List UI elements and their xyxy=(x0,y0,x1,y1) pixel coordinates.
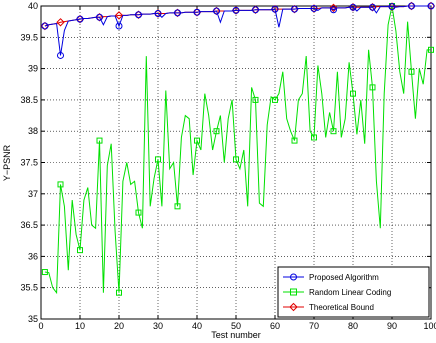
data-point-square xyxy=(174,203,181,210)
series-random-linear-coding xyxy=(41,3,434,296)
data-point-square xyxy=(311,134,317,141)
data-point-diamond xyxy=(329,3,338,13)
data-point-square xyxy=(213,128,220,135)
y-tick-label: 36.5 xyxy=(20,220,38,230)
y-tick-label: 37.5 xyxy=(20,158,38,168)
data-point-circle xyxy=(232,6,240,14)
x-axis-label: Test number xyxy=(211,330,261,340)
data-point-square xyxy=(369,84,376,91)
x-tick-label: 10 xyxy=(75,321,85,331)
x-tick-label: 60 xyxy=(270,321,280,331)
data-point-circle xyxy=(252,6,259,14)
x-tick-label: 80 xyxy=(348,321,358,331)
y-tick-label: 37 xyxy=(28,189,38,199)
y-tick-label: 40 xyxy=(28,1,38,11)
x-tick-label: 20 xyxy=(114,321,124,331)
y-tick-label: 39.5 xyxy=(20,32,38,42)
y-tick-label: 39 xyxy=(28,64,38,74)
x-tick-label: 40 xyxy=(192,321,202,331)
data-point-square xyxy=(116,289,122,296)
data-point-circle xyxy=(310,5,318,13)
data-point-square xyxy=(233,156,239,163)
data-point-square xyxy=(155,156,161,163)
legend-label-theoretical: Theoretical Bound xyxy=(309,303,374,312)
data-point-circle xyxy=(57,51,64,59)
data-point-square xyxy=(77,247,83,254)
y-tick-label: 35.5 xyxy=(20,283,38,293)
data-point-circle xyxy=(369,3,376,11)
data-point-square xyxy=(408,68,415,75)
legend-marker-diamond xyxy=(289,302,298,312)
data-point-circle xyxy=(349,3,357,11)
data-point-square xyxy=(350,90,356,97)
data-point-square xyxy=(428,46,434,53)
y-tick-label: 35 xyxy=(28,314,38,324)
y-axis-label: Y−PSNR xyxy=(2,144,12,181)
data-point-circle xyxy=(271,5,279,13)
data-point-circle xyxy=(408,2,415,10)
x-tick-label: 0 xyxy=(38,321,43,331)
x-tick-label: 30 xyxy=(153,321,163,331)
legend-marker-square xyxy=(290,288,297,296)
legend-marker-circle xyxy=(290,273,297,281)
data-point-circle xyxy=(154,10,162,18)
series-lines xyxy=(40,1,436,296)
x-tick-label: 100 xyxy=(423,321,436,331)
data-point-circle xyxy=(96,13,103,21)
data-point-square xyxy=(194,137,200,144)
x-tick-label: 50 xyxy=(231,321,241,331)
x-tick-label: 70 xyxy=(309,321,319,331)
series-line-proposed-algorithm xyxy=(44,5,431,56)
legend-label-random: Random Linear Coding xyxy=(309,288,391,297)
series-line-random-linear-coding xyxy=(44,5,431,295)
data-point-square xyxy=(272,96,278,103)
data-point-circle xyxy=(174,9,181,17)
data-point-diamond xyxy=(56,18,65,27)
data-point-square xyxy=(135,209,142,216)
data-point-square xyxy=(330,128,337,135)
legend: Proposed Algorithm Random Linear Coding … xyxy=(277,266,430,318)
data-point-square xyxy=(41,269,48,276)
series-proposed-algorithm xyxy=(41,2,435,59)
data-point-circle xyxy=(76,15,84,23)
legend-entry-proposed: Proposed Algorithm xyxy=(283,273,379,282)
data-point-circle xyxy=(427,2,435,10)
data-point-circle xyxy=(388,3,396,11)
axis-ticks: 0 10 20 30 40 50 60 70 80 90 100 35 35.5 36 36.5 37 37.5… xyxy=(20,1,436,331)
data-point-square xyxy=(57,181,64,188)
y-tick-label: 36 xyxy=(28,251,38,261)
data-point-circle xyxy=(135,11,142,19)
y-tick-label: 38.5 xyxy=(20,95,38,105)
data-point-square xyxy=(252,96,259,103)
data-point-circle xyxy=(193,8,201,16)
data-point-square xyxy=(96,137,103,144)
data-point-circle xyxy=(115,22,123,30)
data-point-circle xyxy=(291,5,298,13)
legend-label-proposed: Proposed Algorithm xyxy=(309,273,379,282)
y-tick-label: 38 xyxy=(28,126,38,136)
data-point-square xyxy=(291,137,298,144)
data-point-circle xyxy=(330,6,337,14)
data-point-circle xyxy=(41,22,49,30)
data-point-circle xyxy=(213,7,220,15)
legend-entry-random: Random Linear Coding xyxy=(283,288,391,297)
data-point-diamond xyxy=(114,11,124,20)
legend-entry-theoretical: Theoretical Bound xyxy=(283,302,374,312)
x-tick-label: 90 xyxy=(387,321,397,331)
